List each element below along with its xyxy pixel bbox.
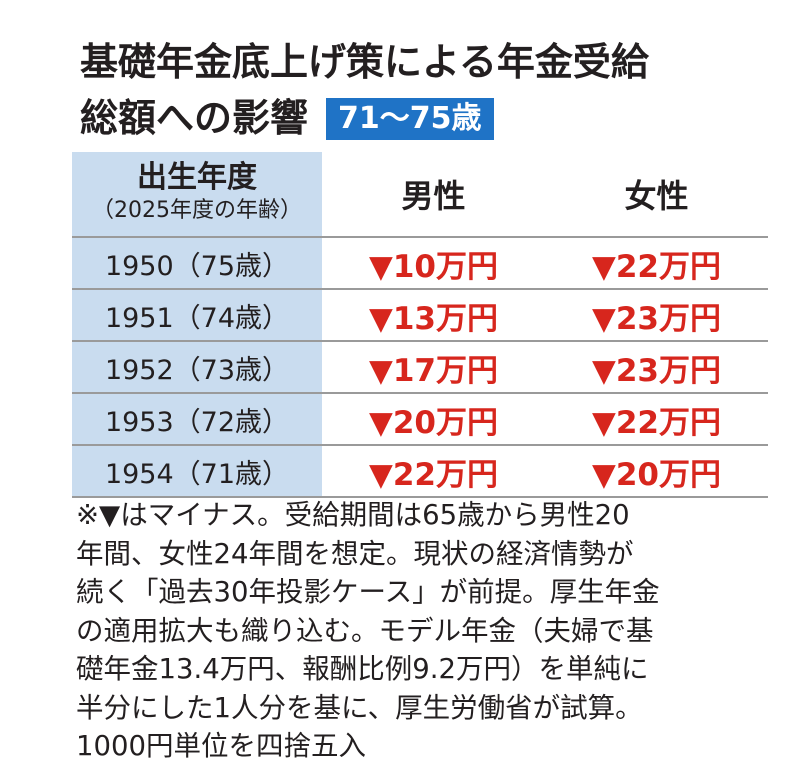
pension-impact-table: 出生年度 （2025年度の年齢） 男性 女性 1950（75歳） ▼10万円 ▼… [72, 152, 768, 498]
footnote-line: 続く「過去30年投影ケース」が前提。厚生年金 [76, 576, 660, 608]
table-row: 1953（72歳） ▼20万円 ▼22万円 [72, 393, 768, 446]
title-line-2-text: 総額への影響 [80, 96, 309, 140]
birth-year-cell: 1950（75歳） [72, 237, 322, 290]
female-value-cell: ▼22万円 [545, 393, 768, 446]
male-value-cell: ▼22万円 [322, 445, 545, 498]
footnote-line: 半分にした1人分を基に、厚生労働省が試算。 [76, 691, 643, 724]
female-value-cell: ▼23万円 [545, 289, 768, 342]
male-value-cell: ▼17万円 [322, 341, 545, 394]
title-line-1: 基礎年金底上げ策による年金受給 [80, 40, 649, 84]
male-value-cell: ▼20万円 [322, 393, 545, 446]
female-column-header: 女性 [545, 152, 768, 238]
footnote-line: ※▼はマイナス。受給期間は65歳から男性20 [76, 499, 630, 531]
table-row: 1954（71歳） ▼22万円 ▼20万円 [72, 445, 768, 498]
footnote: ※▼はマイナス。受給期間は65歳から男性20 年間、女性24年間を想定。現状の経… [76, 496, 776, 766]
footnote-line: の適用拡大も織り込む。モデル年金（夫婦で基 [76, 614, 654, 647]
footnote-line: 年間、女性24年間を想定。現状の経済情勢が [76, 537, 634, 570]
female-value-cell: ▼23万円 [545, 341, 768, 394]
male-column-header: 男性 [322, 152, 545, 238]
birth-year-cell: 1953（72歳） [72, 393, 322, 446]
birth-year-cell: 1951（74歳） [72, 289, 322, 342]
male-value-cell: ▼13万円 [322, 289, 545, 342]
male-value-cell: ▼10万円 [322, 237, 545, 290]
female-value-cell: ▼20万円 [545, 445, 768, 498]
table-row: 1951（74歳） ▼13万円 ▼23万円 [72, 289, 768, 342]
female-value-cell: ▼22万円 [545, 237, 768, 290]
birth-year-header-main: 出生年度 [137, 160, 257, 195]
birth-year-cell: 1954（71歳） [72, 445, 322, 498]
table-row: 1950（75歳） ▼10万円 ▼22万円 [72, 237, 768, 290]
page-title: 基礎年金底上げ策による年金受給 総額への影響 71〜75歳 [80, 34, 780, 146]
age-range-badge: 71〜75歳 [326, 98, 494, 140]
table-header-row: 出生年度 （2025年度の年齢） 男性 女性 [72, 152, 768, 238]
footnote-line: 礎年金13.4万円、報酬比例9.2万円）を単純に [76, 653, 649, 685]
birth-year-header-sub: （2025年度の年齢） [92, 198, 302, 223]
birth-year-cell: 1952（73歳） [72, 341, 322, 394]
table-row: 1952（73歳） ▼17万円 ▼23万円 [72, 341, 768, 394]
title-line-2: 総額への影響 71〜75歳 [80, 90, 780, 146]
birth-year-header: 出生年度 （2025年度の年齢） [72, 152, 322, 238]
footnote-line: 1000円単位を四捨五入 [76, 730, 366, 762]
